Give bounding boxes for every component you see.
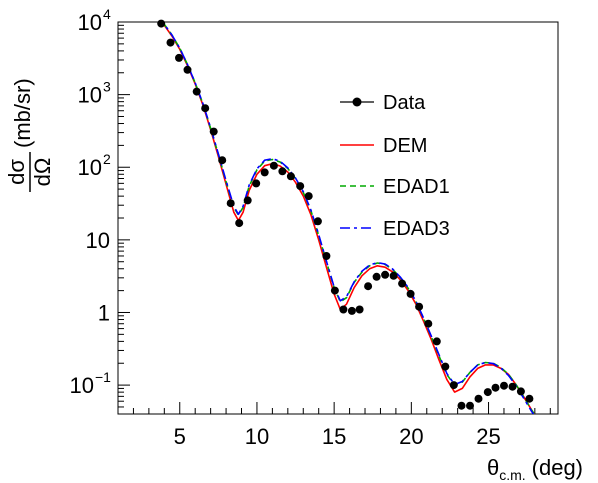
data-point: [260, 168, 269, 177]
data-point: [296, 182, 305, 191]
plot-frame: [117, 21, 559, 415]
legend-label-data: Data: [383, 92, 426, 114]
data-point: [243, 196, 252, 205]
data-point: [415, 302, 424, 311]
data-point: [339, 305, 348, 314]
x-axis-title-symbol: θ: [487, 455, 499, 480]
data-point: [516, 387, 525, 396]
data-point: [304, 192, 313, 201]
y-tick-label-exponent: 2: [103, 151, 111, 167]
data-point: [500, 381, 508, 390]
y-tick-label: 1: [98, 300, 110, 325]
data-point: [166, 38, 175, 47]
series-edad1-line: [160, 22, 536, 414]
data-point: [432, 337, 441, 346]
data-point: [406, 289, 415, 298]
x-tick-label: 5: [174, 424, 186, 449]
legend-label-edad1: EDAD1: [383, 176, 450, 198]
x-tick-label: 25: [476, 424, 500, 449]
y-axis-title-unit: (mb/sr): [10, 78, 35, 148]
data-point: [347, 306, 356, 315]
data-point: [372, 272, 381, 281]
legend-label-edad3: EDAD3: [383, 218, 450, 240]
data-point: [355, 305, 364, 314]
data-point: [157, 19, 166, 28]
y-axis-title: (mb/sr) dσ dΩ: [4, 78, 55, 192]
data-point: [381, 270, 390, 279]
legend-item-edad1: EDAD1: [340, 176, 450, 198]
y-tick-label-exponent: 3: [103, 79, 111, 95]
legend-label-dem: DEM: [383, 135, 427, 157]
x-axis-title-unit: (deg): [532, 455, 583, 480]
x-tick-label: 20: [399, 424, 423, 449]
data-point: [483, 388, 492, 397]
y-tick-label-base: 10: [78, 155, 102, 180]
y-axis-title-denominator: dΩ: [30, 158, 55, 187]
axis-ticks: [117, 21, 551, 415]
y-tick-label: 10: [86, 228, 110, 253]
data-point: [201, 104, 210, 113]
y-tick-label-exponent: 4: [103, 6, 111, 22]
data-point: [269, 161, 278, 170]
data-point: [175, 53, 183, 62]
data-point: [466, 401, 474, 410]
legend-item-edad3: EDAD3: [340, 218, 450, 240]
x-axis-title-subscript: c.m.: [499, 467, 525, 483]
data-point: [491, 383, 500, 392]
legend: Data DEM EDAD1 EDAD3: [340, 92, 450, 240]
y-axis-title-numerator: dσ: [4, 159, 29, 185]
data-point: [218, 156, 227, 165]
legend-data-marker: [352, 97, 362, 107]
data-point: [183, 65, 192, 74]
data-point: [441, 362, 450, 371]
series-edad3-line: [160, 22, 535, 414]
x-tick-label: 15: [322, 424, 346, 449]
data-point: [364, 282, 373, 291]
data-point: [457, 401, 466, 410]
data-point: [398, 279, 407, 288]
data-point: [313, 217, 322, 226]
data-point: [330, 286, 339, 295]
series-dem-line: [159, 22, 536, 414]
y-tick-label-base: 10: [78, 83, 102, 108]
data-point: [209, 127, 218, 136]
data-point: [226, 199, 235, 208]
data-points: [157, 19, 534, 410]
x-tick-label: 10: [245, 424, 269, 449]
plot-curves: [159, 22, 536, 414]
data-point: [525, 394, 534, 403]
data-point: [508, 382, 517, 391]
data-point: [278, 167, 287, 176]
legend-item-dem: DEM: [340, 135, 427, 157]
y-tick-label-base: 10: [70, 373, 94, 398]
legend-item-data: Data: [340, 92, 426, 114]
x-axis-title: θc.m. (deg): [487, 455, 583, 483]
data-point: [389, 271, 398, 280]
y-tick-label-base: 10: [78, 10, 102, 35]
y-tick-label-exponent: −1: [95, 369, 111, 385]
data-point: [286, 172, 295, 181]
data-point: [235, 219, 244, 228]
data-point: [474, 394, 483, 403]
x-tick-labels: 5 10 15 20 25: [174, 424, 501, 449]
data-point: [322, 252, 331, 260]
data-point: [449, 381, 458, 390]
data-point: [252, 179, 261, 188]
data-point: [424, 319, 433, 328]
data-point: [192, 87, 201, 96]
